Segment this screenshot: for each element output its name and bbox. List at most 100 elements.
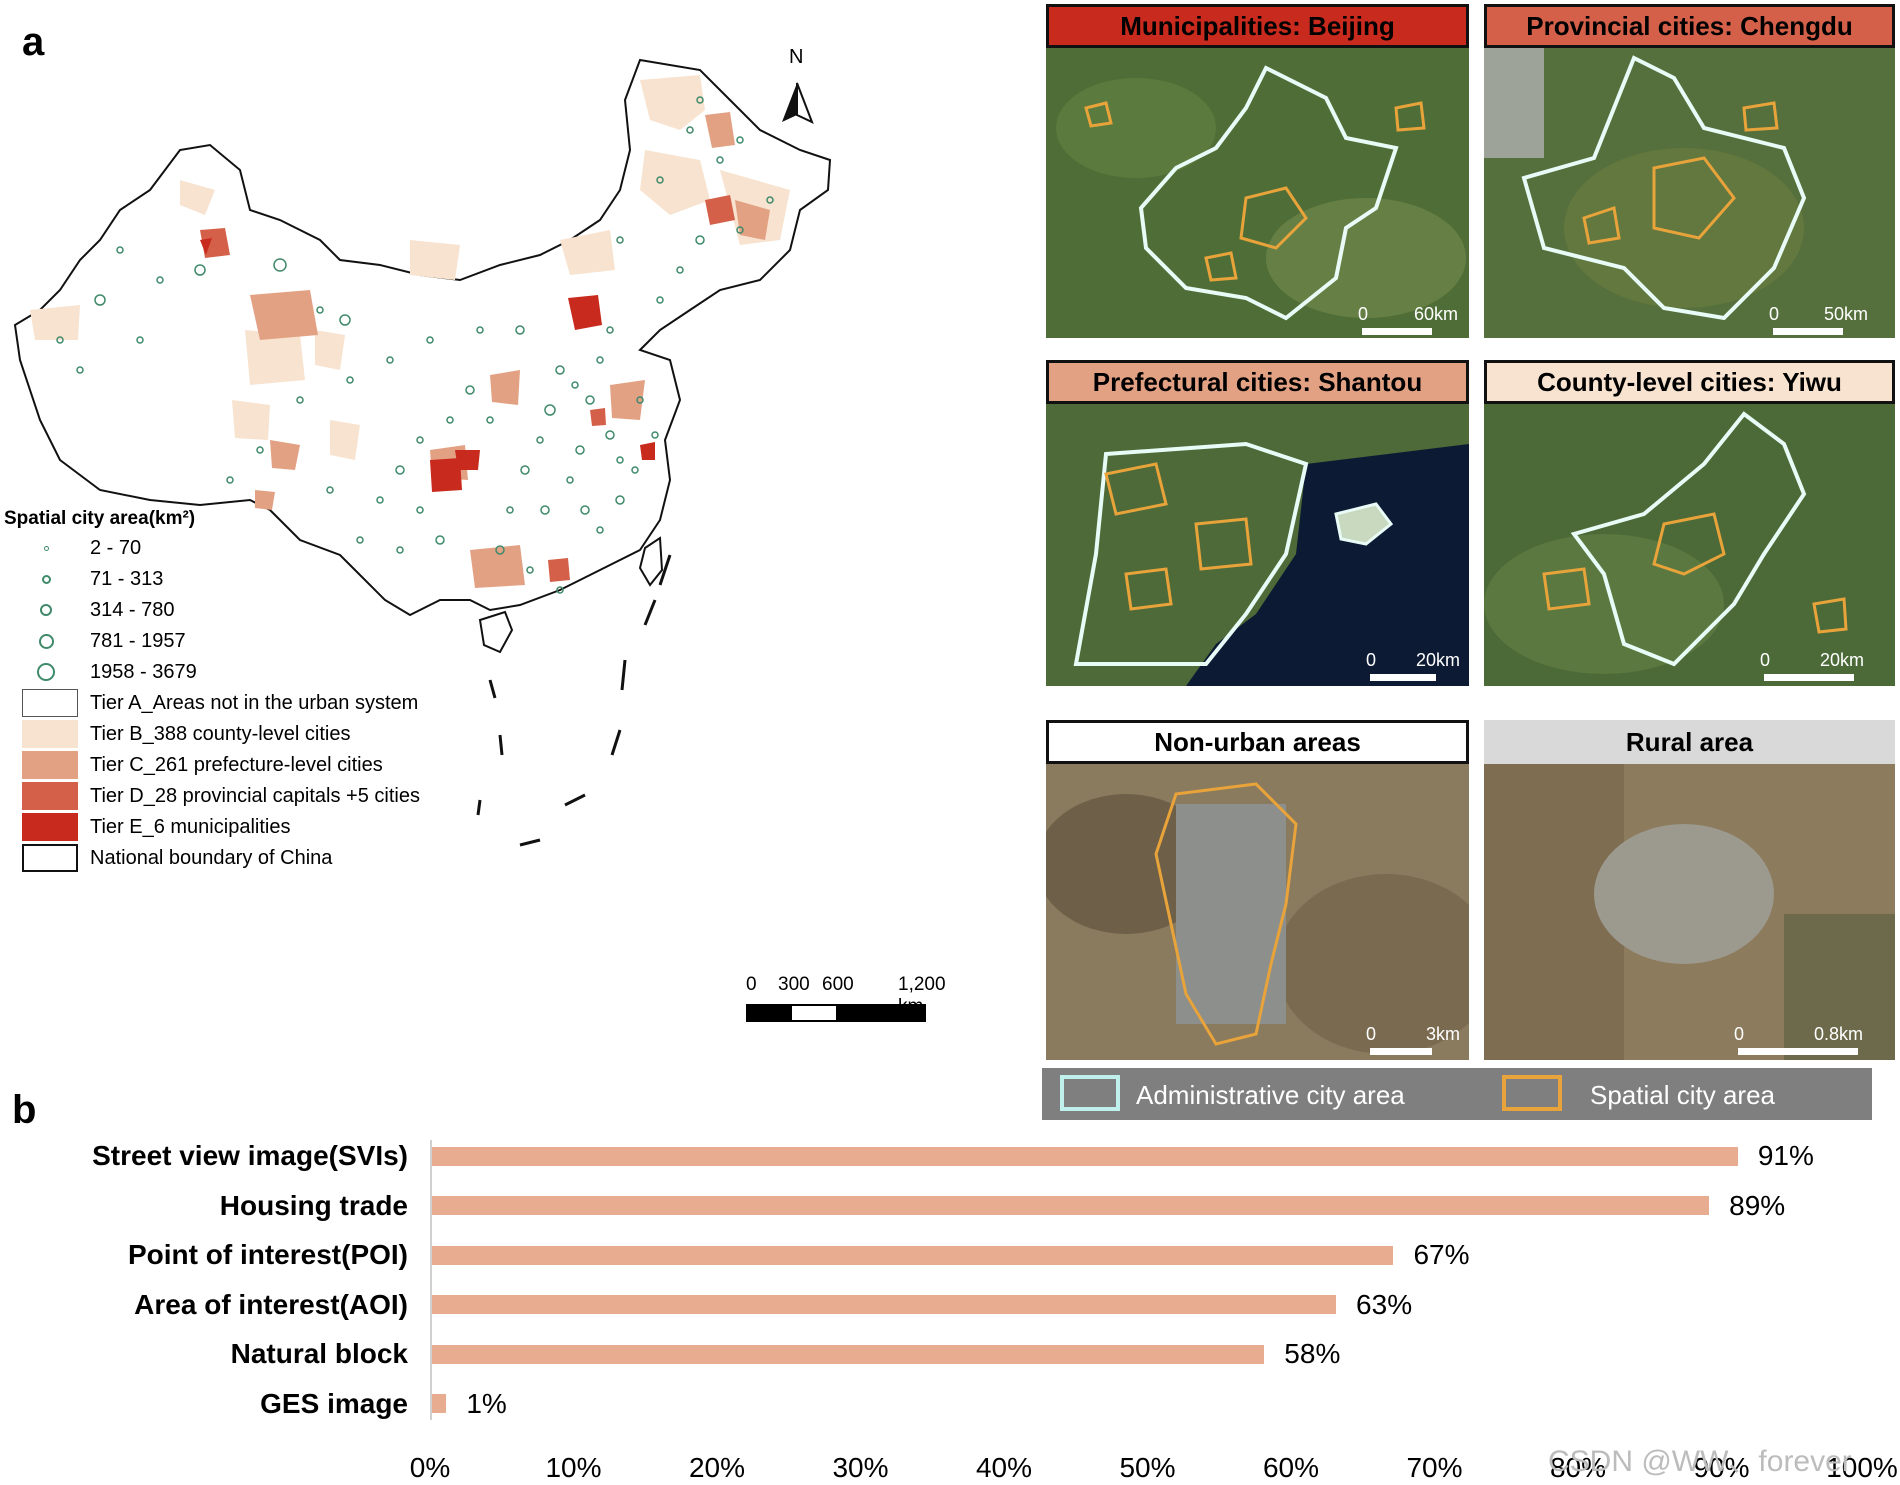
tier-row: Tier B_388 county-level cities: [22, 716, 351, 752]
x-tick-label: 40%: [975, 1452, 1033, 1483]
data-label: 63%: [1356, 1288, 1413, 1320]
north-arrow-icon: [782, 82, 814, 124]
satellite-image: [1484, 48, 1895, 338]
tier-swatch: [22, 751, 78, 779]
bar: [432, 1344, 1265, 1364]
satellite-image: [1046, 404, 1469, 686]
tier-label: Tier D_28 provincial capitals +5 cities: [90, 784, 420, 807]
circle-symbol-icon: [18, 596, 74, 624]
watermark: CSDN @WW、forever: [1548, 1445, 1852, 1478]
satellite-image: [1046, 48, 1469, 338]
admin-area-swatch: [1060, 1075, 1120, 1111]
category-label: Area of interest(AOI): [134, 1288, 408, 1320]
x-tick-label: 10%: [545, 1452, 602, 1483]
scale-right: 60km: [1414, 304, 1459, 324]
thumbnail-beijing: Municipalities: Beijing 0 60km: [1046, 4, 1469, 338]
thumbnail-title: Rural area: [1484, 720, 1895, 764]
nine-dash-line: [476, 554, 672, 847]
size-class-row: 781 - 1957: [4, 623, 186, 659]
scale-bar: [1362, 328, 1432, 335]
y-axis-line: [430, 1140, 432, 1420]
legend-title: Spatial city area(km²): [4, 508, 196, 529]
size-class-row: 1958 - 3679: [4, 654, 197, 690]
tier-d-regions: [200, 195, 735, 582]
data-label: 91%: [1757, 1140, 1814, 1171]
x-tick-label: 20%: [688, 1452, 746, 1483]
circle-symbol-icon: [18, 627, 74, 655]
scale-left: 0: [1769, 304, 1780, 324]
scale-right: 50km: [1824, 304, 1869, 324]
admin-area-label: Administrative city area: [1136, 1080, 1405, 1110]
scale-right: 20km: [1820, 650, 1865, 670]
bar: [432, 1146, 1738, 1166]
size-class-label: 314 - 780: [90, 598, 175, 621]
thumbnail-shantou: Prefectural cities: Shantou 0 20km: [1046, 360, 1469, 686]
bar: [432, 1245, 1394, 1265]
x-tick-label: 70%: [1406, 1452, 1463, 1483]
tier-swatch: [22, 782, 78, 810]
thumbnail-title: Non-urban areas: [1046, 720, 1469, 764]
satellite-image: [1484, 404, 1895, 686]
scale-bar: [1370, 1048, 1432, 1055]
thumbnail-title: Provincial cities: Chengdu: [1484, 4, 1895, 48]
taiwan-island: [638, 536, 664, 587]
image-legend: Administrative city area Spatial city ar…: [1042, 1068, 1872, 1120]
scale-bar: [1738, 1048, 1858, 1055]
circle-symbol-icon: [18, 658, 74, 686]
data-label: 89%: [1729, 1189, 1786, 1221]
size-class-label: 1958 - 3679: [90, 660, 197, 683]
tier-swatch: [22, 813, 78, 841]
spatial-area-swatch: [1502, 1075, 1562, 1111]
thumbnail-non-urban: Non-urban areas 0 3km: [1046, 720, 1469, 1060]
category-label: GES image: [260, 1387, 408, 1419]
data-label: 1%: [466, 1387, 507, 1419]
circle-symbol-icon: [18, 534, 74, 562]
size-class-label: 781 - 1957: [90, 629, 186, 652]
thumbnail-yiwu: County-level cities: Yiwu 0 20km: [1484, 360, 1895, 686]
thumbnail-title: County-level cities: Yiwu: [1484, 360, 1895, 404]
scale-right: 0.8km: [1814, 1024, 1864, 1044]
tier-label: National boundary of China: [90, 846, 333, 869]
tier-swatch: [22, 689, 78, 717]
scale-left: 0: [1358, 304, 1369, 324]
scale-right: 3km: [1426, 1024, 1461, 1044]
scale-label-600: 600: [822, 974, 854, 995]
scale-bar: [1773, 328, 1843, 335]
satellite-image: [1484, 764, 1895, 1060]
scale-right: 20km: [1416, 650, 1461, 670]
thumbnail-title: Municipalities: Beijing: [1046, 4, 1469, 48]
scale-left: 0: [1366, 1024, 1377, 1044]
panel-a-letter: a: [22, 20, 45, 64]
circle-symbol-icon: [18, 565, 74, 593]
tier-row: Tier D_28 provincial capitals +5 cities: [22, 778, 420, 814]
city-circles: [56, 96, 774, 594]
size-class-row: 314 - 780: [4, 592, 175, 628]
tier-label: Tier C_261 prefecture-level cities: [90, 753, 383, 776]
tier-swatch: [22, 720, 78, 748]
size-class-label: 2 - 70: [90, 536, 142, 559]
tier-label: Tier B_388 county-level cities: [90, 722, 351, 745]
tier-label: Tier E_6 municipalities: [90, 815, 291, 838]
tier-b-regions: [30, 75, 790, 460]
china-map: [13, 58, 832, 847]
scale-left: 0: [1734, 1024, 1745, 1044]
thumbnail-rural: Rural area 0 0.8km: [1484, 720, 1895, 1060]
spatial-area-label: Spatial city area: [1590, 1080, 1775, 1110]
data-label: 58%: [1284, 1338, 1341, 1369]
x-tick-label: 60%: [1262, 1452, 1320, 1483]
bar: [432, 1295, 1337, 1314]
tier-swatch: [22, 844, 78, 872]
size-class-row: 2 - 70: [4, 530, 141, 566]
tier-row: National boundary of China: [22, 840, 332, 876]
tier-row: Tier A_Areas not in the urban system: [22, 685, 418, 721]
category-label: Housing trade: [219, 1189, 408, 1221]
map-scale-bar: 0 300 600 1,200 km: [746, 974, 946, 1034]
tier-row: Tier C_261 prefecture-level cities: [22, 747, 383, 783]
satellite-image: [1046, 764, 1469, 1060]
x-tick-label: 50%: [1119, 1452, 1176, 1483]
scale-left: 0: [1366, 650, 1377, 670]
x-tick-label: 30%: [832, 1452, 889, 1483]
thumbnail-chengdu: Provincial cities: Chengdu 0 50km: [1484, 4, 1895, 338]
scale-segments: [746, 1004, 926, 1022]
panel-b-letter: b: [12, 1088, 37, 1132]
